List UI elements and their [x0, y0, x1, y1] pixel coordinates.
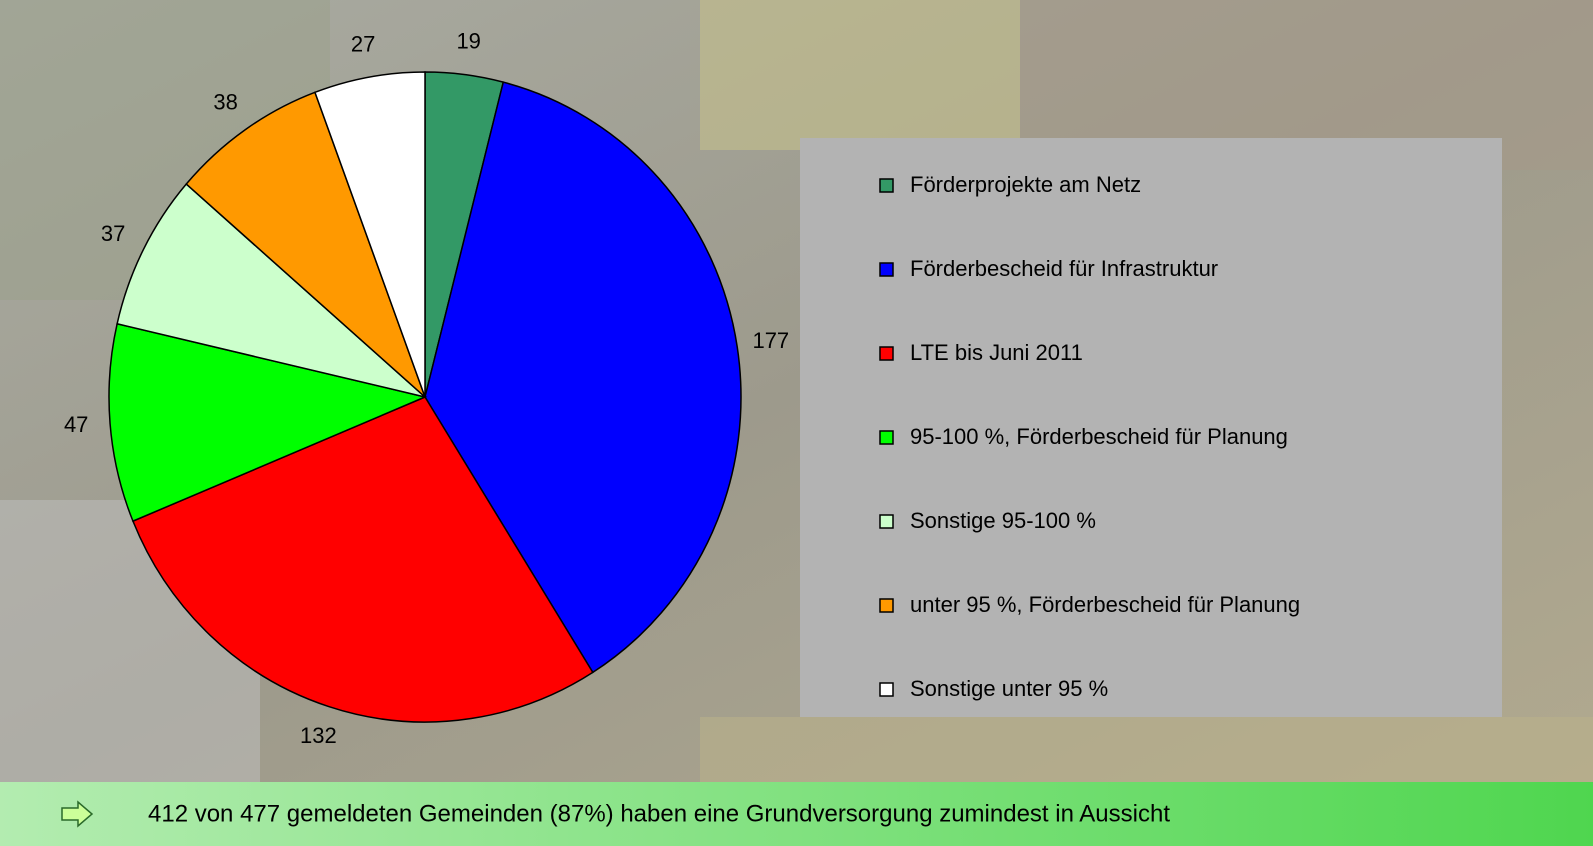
photo-area: [700, 0, 1020, 150]
data-label: 177: [752, 328, 789, 353]
data-label: 47: [64, 412, 88, 437]
data-label: 132: [300, 723, 337, 748]
legend-label: unter 95 %, Förderbescheid für Planung: [910, 592, 1300, 617]
legend-swatch: [879, 262, 894, 277]
footer-bar: [0, 782, 1593, 846]
legend-swatch: [879, 514, 894, 529]
legend-label: Sonstige 95-100 %: [910, 508, 1096, 533]
pie-slice: [116, 182, 426, 398]
photo-area: [700, 717, 1593, 782]
legend: Förderprojekte am Netz Förderbescheid für…: [879, 172, 1300, 701]
legend-swatch: [879, 346, 894, 361]
legend-label: 95-100 %, Förderbescheid für Planung: [910, 424, 1288, 449]
pie-slice: [108, 322, 428, 523]
pie-slice: [131, 396, 594, 723]
data-label: 37: [101, 221, 125, 246]
legend-label: Förderprojekte am Netz: [910, 172, 1141, 197]
data-label: 27: [351, 31, 375, 56]
legend-box: [800, 138, 1502, 717]
legend-swatch: [879, 682, 894, 697]
legend-label: LTE bis Juni 2011: [910, 340, 1083, 365]
footer-text: 412 von 477 gemeldeten Gemeinden (87%) h…: [148, 800, 1170, 827]
data-label: 38: [213, 89, 237, 114]
legend-label: Sonstige unter 95 %: [910, 676, 1108, 701]
legend-swatch: [879, 178, 894, 193]
pie-slice: [424, 81, 742, 674]
pie-slice: [185, 91, 426, 398]
legend-label: Förderbescheid für Infrastruktur: [910, 256, 1218, 281]
arrow-icon: [61, 800, 94, 828]
legend-swatch: [879, 598, 894, 613]
data-label: 19: [456, 29, 480, 54]
pie-slice: [314, 71, 426, 398]
pie: 19 177 132 47 37 38 27: [64, 29, 789, 748]
legend-swatch: [879, 430, 894, 445]
